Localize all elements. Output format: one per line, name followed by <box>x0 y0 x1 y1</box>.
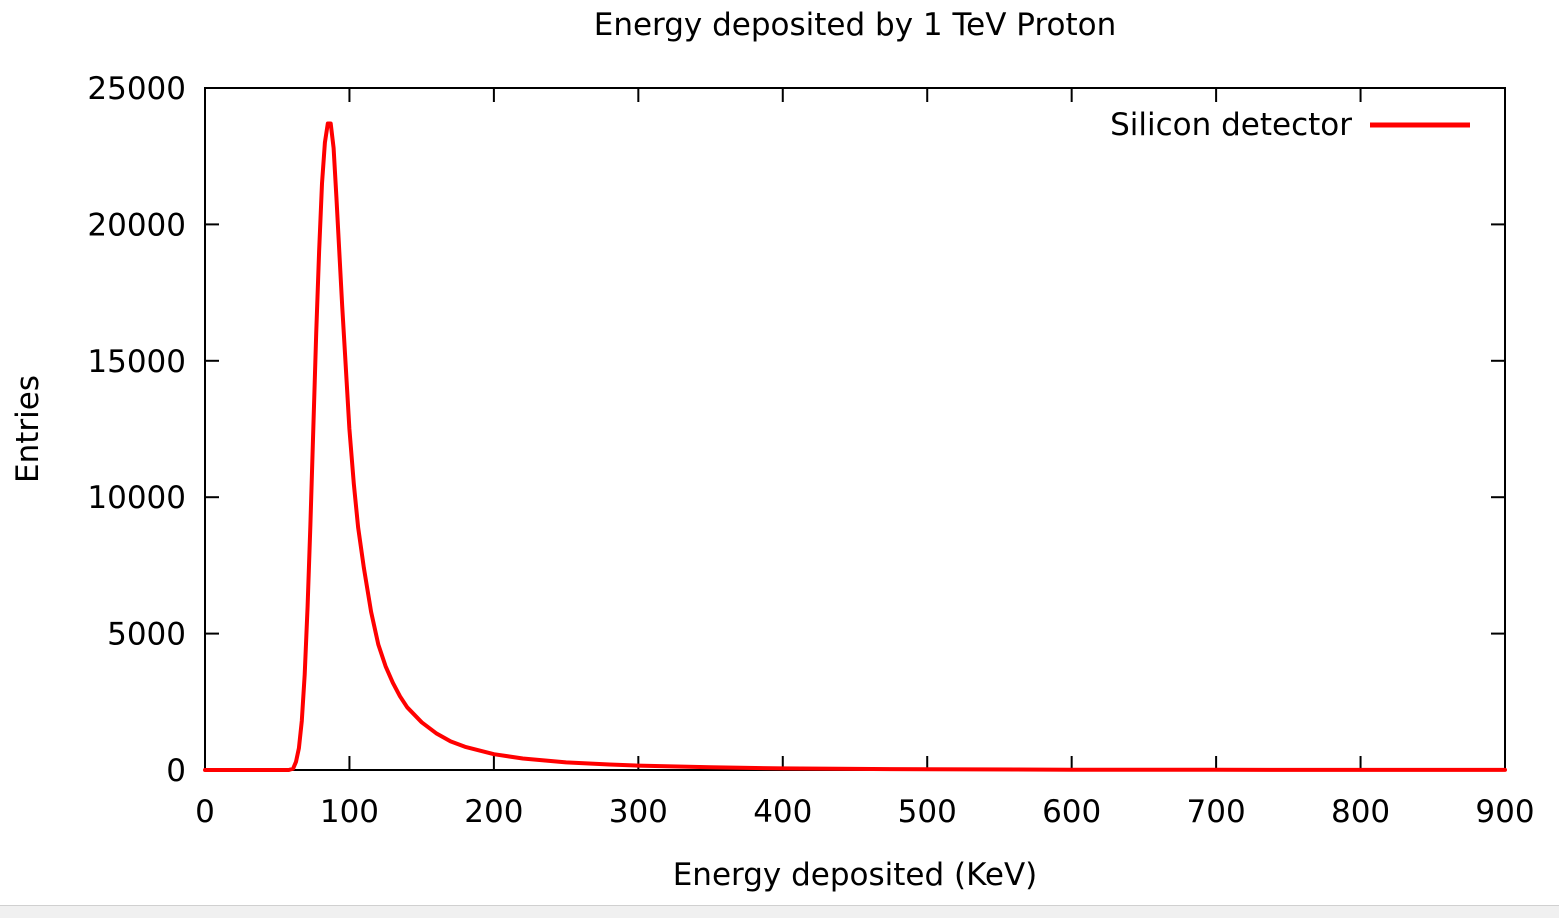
x-tick-label: 800 <box>1331 794 1390 830</box>
legend: Silicon detector <box>1110 107 1470 143</box>
x-tick-label: 600 <box>1042 794 1101 830</box>
x-tick-label: 500 <box>898 794 957 830</box>
y-tick-label: 0 <box>166 753 186 789</box>
series-line-silicon-detector <box>203 121 1507 772</box>
x-tick-label: 900 <box>1475 794 1534 830</box>
y-tick-label: 10000 <box>87 480 186 516</box>
tick-labels: 0 100 200 300 400 500 600 700 800 900 0 5000 10000 15… <box>87 71 1534 830</box>
x-tick-label: 300 <box>609 794 668 830</box>
ticks <box>205 88 1505 770</box>
y-tick-label: 5000 <box>107 617 186 653</box>
y-tick-label: 15000 <box>87 344 186 380</box>
x-tick-label: 200 <box>464 794 523 830</box>
legend-label: Silicon detector <box>1110 107 1352 143</box>
x-tick-label: 100 <box>320 794 379 830</box>
plot-frame <box>204 87 1506 771</box>
y-tick-label: 20000 <box>87 207 186 243</box>
y-axis-label: Entries <box>10 375 46 483</box>
x-tick-label: 400 <box>753 794 812 830</box>
x-axis-label: Energy deposited (KeV) <box>673 857 1038 893</box>
window-bottom-strip <box>0 905 1559 918</box>
x-tick-label: 700 <box>1187 794 1246 830</box>
chart-title: Energy deposited by 1 TeV Proton <box>594 7 1117 43</box>
y-tick-label: 25000 <box>87 71 186 107</box>
x-tick-label: 0 <box>195 794 215 830</box>
